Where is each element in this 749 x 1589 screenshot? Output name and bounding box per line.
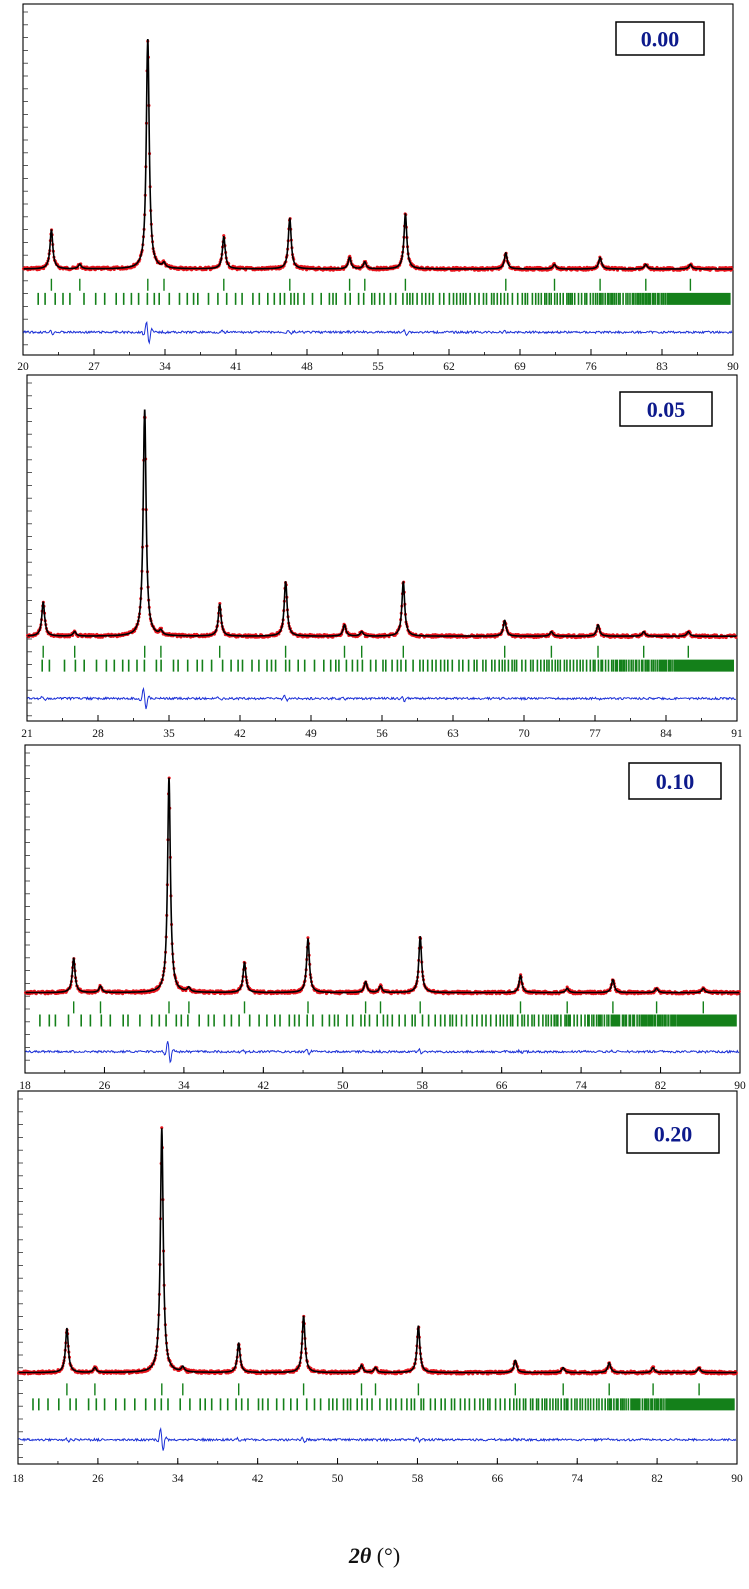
calculated-series (23, 39, 733, 270)
x-tick-label: 82 (651, 1473, 663, 1485)
panel-0.00: 20 27 34 41 48 55 62 69 76 83 90 0.00 (17, 3, 739, 373)
x-tick-label: 82 (655, 1080, 667, 1092)
x-tick-label: 62 (443, 361, 455, 373)
x-tick-label: 34 (172, 1473, 184, 1485)
panel-0.20: 18 26 34 42 50 58 66 74 82 90 0.20 (12, 1090, 743, 1485)
bragg-markers-phase2 (37, 292, 731, 305)
x-tick-label: 74 (575, 1080, 587, 1092)
composition-label-box (619, 391, 713, 427)
x-tick-label: 56 (376, 728, 388, 740)
x-tick-label: 21 (21, 728, 33, 740)
composition-label: 0.00 (641, 27, 680, 52)
x-tick-label: 66 (496, 1080, 508, 1092)
x-tick-label: 74 (571, 1473, 583, 1485)
x-tick-label: 34 (178, 1080, 190, 1092)
bragg-markers-phase1 (73, 1001, 704, 1014)
x-axis-title-prefix: 2 (348, 1543, 360, 1568)
difference-series (23, 321, 733, 345)
x-tick-label: 35 (163, 728, 175, 740)
x-tick-label: 90 (734, 1080, 746, 1092)
x-tick-label: 49 (305, 728, 317, 740)
x-tick-label: 55 (372, 361, 384, 373)
x-tick-label: 50 (337, 1080, 349, 1092)
composition-label: 0.20 (654, 1122, 693, 1147)
x-tick-label: 27 (88, 361, 100, 373)
x-tick-label: 48 (301, 361, 313, 373)
composition-label-box (615, 21, 705, 56)
x-tick-label: 77 (589, 728, 601, 740)
x-tick-label: 26 (99, 1080, 111, 1092)
x-tick-label: 91 (731, 728, 743, 740)
composition-label: 0.10 (656, 769, 695, 794)
bragg-markers-phase2 (39, 1014, 737, 1027)
x-tick-label: 28 (92, 728, 104, 740)
x-axis-title-unit: (°) (371, 1543, 401, 1568)
x-tick-label: 63 (447, 728, 459, 740)
composition-label-box (628, 762, 722, 800)
x-tick-label: 70 (518, 728, 530, 740)
panel-0.10: 18 26 34 42 50 58 66 74 82 90 0.10 (19, 744, 746, 1092)
x-tick-label: 42 (234, 728, 246, 740)
bragg-markers-phase2 (32, 1398, 735, 1411)
x-tick-label: 18 (12, 1473, 24, 1485)
x-tick-label: 66 (492, 1473, 504, 1485)
bragg-markers-phase1 (66, 1383, 700, 1396)
x-tick-label: 34 (159, 361, 171, 373)
composition-label-box (626, 1113, 720, 1154)
x-tick-label: 58 (412, 1473, 424, 1485)
calculated-series (25, 777, 740, 994)
x-tick-label: 90 (727, 361, 739, 373)
x-tick-label: 50 (332, 1473, 344, 1485)
x-axis-title: 2θ (°) (0, 1543, 749, 1569)
bragg-markers-phase2 (41, 659, 734, 672)
difference-series (18, 1426, 737, 1451)
calculated-series (27, 409, 737, 637)
x-tick-label: 83 (656, 361, 668, 373)
bragg-markers-phase1 (50, 278, 692, 291)
x-tick-label: 18 (19, 1080, 31, 1092)
x-tick-label: 84 (660, 728, 672, 740)
x-axis-title-symbol: θ (359, 1543, 372, 1568)
x-tick-label: 42 (258, 1080, 270, 1092)
difference-series (25, 1041, 740, 1064)
x-tick-label: 26 (92, 1473, 104, 1485)
bragg-markers-phase1 (42, 645, 689, 658)
x-tick-label: 90 (731, 1473, 743, 1485)
x-tick-label: 76 (585, 361, 597, 373)
x-tick-label: 58 (416, 1080, 428, 1092)
x-tick-label: 20 (17, 361, 29, 373)
x-tick-label: 41 (230, 361, 242, 373)
x-tick-label: 42 (252, 1473, 264, 1485)
panel-0.05: 21 28 35 42 49 56 63 70 77 84 91 0.05 (21, 374, 743, 740)
difference-series (27, 686, 736, 710)
x-tick-label: 69 (514, 361, 526, 373)
composition-label: 0.05 (647, 397, 686, 422)
calculated-series (18, 1128, 737, 1374)
